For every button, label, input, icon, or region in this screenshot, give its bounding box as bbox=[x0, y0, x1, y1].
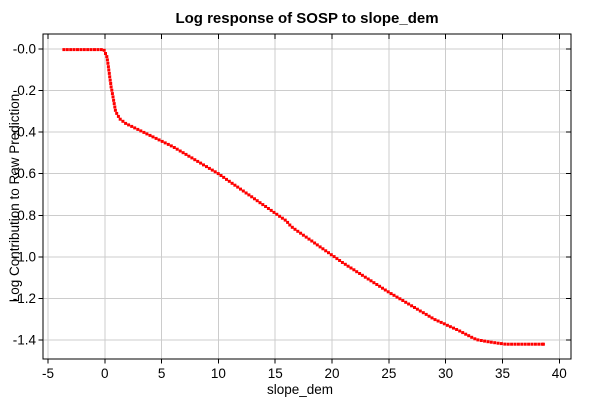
series-line-sosp-log-response bbox=[62, 48, 545, 346]
svg-text:-1.0: -1.0 bbox=[13, 249, 36, 264]
svg-text:-1.4: -1.4 bbox=[13, 333, 37, 348]
svg-text:10: 10 bbox=[211, 366, 226, 381]
svg-text:5: 5 bbox=[158, 366, 166, 381]
x-tick-labels: -5 0 5 10 15 20 25 30 35 40 bbox=[42, 366, 567, 381]
svg-text:30: 30 bbox=[438, 366, 453, 381]
plot-border bbox=[42, 33, 572, 360]
svg-text:25: 25 bbox=[381, 366, 396, 381]
svg-text:-0.8: -0.8 bbox=[13, 208, 36, 223]
svg-text:-1.2: -1.2 bbox=[13, 291, 36, 306]
tick-marks bbox=[38, 34, 571, 364]
svg-text:-0.6: -0.6 bbox=[13, 166, 36, 181]
chart-title: Log response of SOSP to slope_dem bbox=[175, 10, 439, 27]
svg-text:15: 15 bbox=[268, 366, 283, 381]
x-axis-label: slope_dem bbox=[266, 382, 334, 397]
svg-text:-0.0: -0.0 bbox=[13, 41, 36, 56]
svg-text:20: 20 bbox=[325, 366, 340, 381]
gridlines bbox=[43, 34, 571, 359]
svg-text:0: 0 bbox=[101, 366, 109, 381]
y-tick-labels: -0.0 -0.2 -0.4 -0.6 -0.8 -1.0 -1.2 -1.4 bbox=[13, 41, 37, 347]
svg-text:-0.2: -0.2 bbox=[13, 83, 36, 98]
svg-text:40: 40 bbox=[552, 366, 567, 381]
svg-text:-5: -5 bbox=[42, 366, 54, 381]
svg-text:35: 35 bbox=[495, 366, 510, 381]
svg-text:-0.4: -0.4 bbox=[13, 125, 37, 140]
